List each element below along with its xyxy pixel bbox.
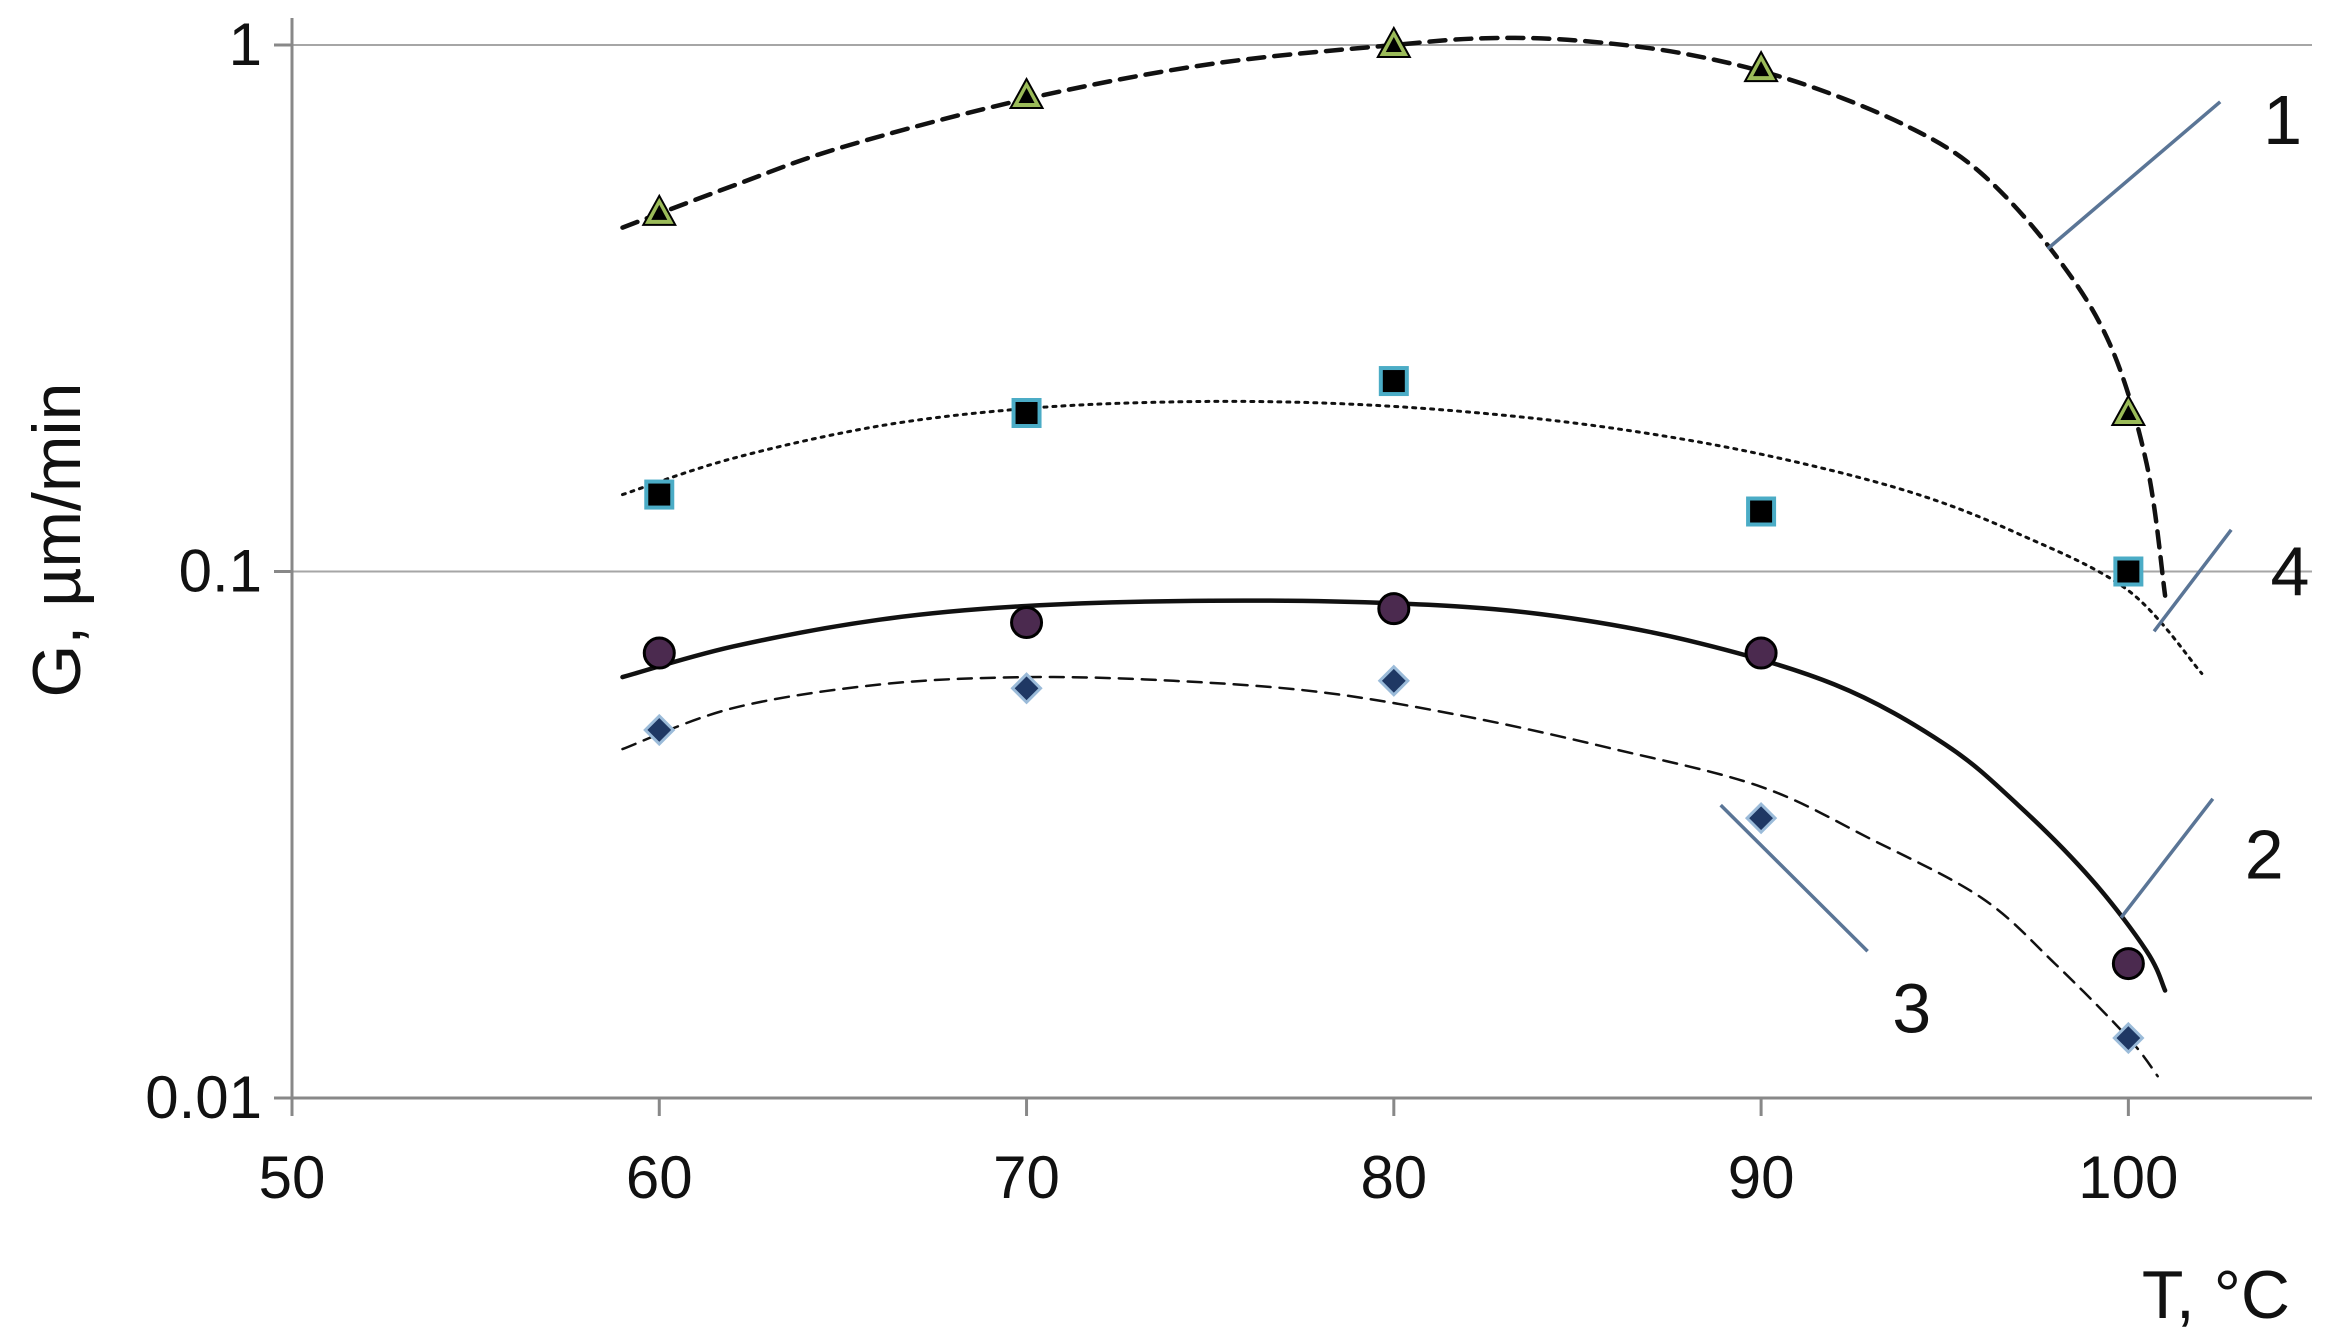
y-tick-label: 0.01 bbox=[145, 1064, 262, 1131]
curve-labels: 1 2 3 4 bbox=[1719, 81, 2309, 1047]
grid-lines bbox=[274, 43, 2312, 1116]
data-point-2 bbox=[2111, 947, 2145, 981]
x-tick-label: 90 bbox=[1728, 1144, 1795, 1211]
fit-curves bbox=[620, 35, 2204, 1078]
data-point-4 bbox=[644, 479, 675, 510]
data-point-1 bbox=[1753, 61, 1770, 77]
x-tick-label: 70 bbox=[993, 1144, 1060, 1211]
data-point-4 bbox=[2113, 556, 2144, 587]
data-point-1 bbox=[1018, 88, 1035, 104]
data-point-4 bbox=[1011, 398, 1042, 429]
data-point-2 bbox=[1010, 606, 1044, 640]
data-markers bbox=[641, 25, 2147, 1055]
curve-label-2: 2 bbox=[2245, 816, 2284, 894]
tick-labels: 0.01 0.1 1 50 60 70 80 90 100 bbox=[145, 11, 2178, 1211]
data-point-1 bbox=[651, 204, 668, 220]
data-point-1 bbox=[2120, 405, 2137, 421]
y-tick-label: 0.1 bbox=[179, 538, 262, 605]
x-axis-title: T, °C bbox=[2142, 1257, 2290, 1333]
y-axis-title: G, µm/min bbox=[19, 383, 95, 698]
x-tick-label: 50 bbox=[259, 1144, 326, 1211]
data-point-1 bbox=[1385, 37, 1402, 52]
data-point-3 bbox=[2112, 1021, 2145, 1055]
leader-line-2 bbox=[2119, 797, 2215, 919]
leader-line-3 bbox=[1719, 803, 1869, 953]
data-point-3 bbox=[1744, 802, 1778, 835]
fit-curve-4 bbox=[621, 399, 2204, 675]
data-point-3 bbox=[1377, 664, 1410, 697]
axes bbox=[290, 18, 2312, 1100]
x-tick-label: 100 bbox=[2078, 1144, 2178, 1211]
fit-curve-1 bbox=[620, 35, 2168, 598]
leader-line-1 bbox=[2046, 100, 2222, 251]
leader-line-4 bbox=[2152, 528, 2233, 633]
y-tick-label: 1 bbox=[229, 11, 262, 78]
curve-label-4: 4 bbox=[2270, 533, 2309, 611]
fit-curve-2 bbox=[620, 598, 2168, 993]
data-point-3 bbox=[1010, 672, 1043, 705]
data-point-4 bbox=[1746, 496, 1777, 527]
data-point-3 bbox=[643, 713, 676, 747]
data-point-2 bbox=[642, 636, 676, 670]
data-point-4 bbox=[1378, 366, 1409, 397]
curve-label-1: 1 bbox=[2263, 81, 2302, 159]
data-point-2 bbox=[1744, 636, 1778, 670]
data-point-2 bbox=[1377, 592, 1411, 626]
fit-curve-3 bbox=[621, 675, 2159, 1078]
curve-label-3: 3 bbox=[1892, 969, 1931, 1047]
x-tick-label: 60 bbox=[626, 1144, 693, 1211]
x-tick-label: 80 bbox=[1360, 1144, 1427, 1211]
